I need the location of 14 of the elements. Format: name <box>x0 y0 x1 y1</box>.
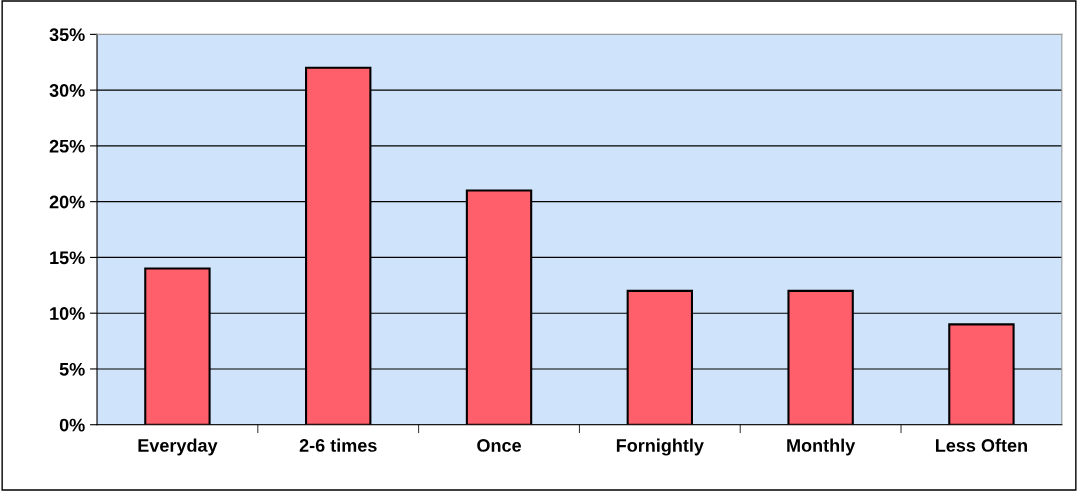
y-tick-label: 10% <box>50 307 85 320</box>
y-tick-label: 35% <box>49 28 85 42</box>
x-tick-label: Once <box>477 439 521 452</box>
x-tick-label: Monthly <box>787 438 856 456</box>
x-tick-label: 2-6 times <box>299 438 377 452</box>
y-tick-label: 25% <box>49 139 85 153</box>
x-tick-label: Less Often <box>935 438 1027 452</box>
y-tick-label: 5% <box>59 362 85 376</box>
x-tick-label: Everyday <box>138 438 218 456</box>
y-tick-label: 0% <box>59 418 85 432</box>
y-tick-label: 15% <box>50 251 85 265</box>
x-tick-label: Fornightly <box>616 438 704 456</box>
y-tick-label: 20% <box>49 195 85 209</box>
y-tick-label: 30% <box>49 84 85 97</box>
